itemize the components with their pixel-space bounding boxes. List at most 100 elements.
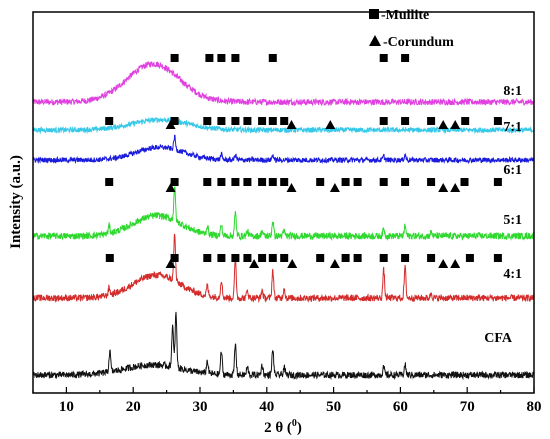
corundum-marker (165, 183, 176, 192)
mullite-marker (203, 178, 212, 186)
mullite-marker (401, 254, 410, 262)
legend-triangle-icon (369, 35, 381, 46)
mullite-marker (353, 254, 362, 262)
mullite-marker (105, 117, 114, 125)
series-line-4 (32, 233, 535, 304)
mullite-marker (231, 254, 240, 262)
corundum-marker (438, 259, 449, 268)
corundum-marker (438, 120, 449, 129)
corundum-marker (165, 259, 176, 268)
corundum-marker (286, 183, 297, 192)
mullite-marker (231, 178, 240, 186)
x-tick-label: 40 (259, 399, 274, 415)
series-layer (32, 61, 535, 381)
mullite-marker (379, 117, 388, 125)
label-layer: 8:1 7:1 6:1 5:1 4:1 CFA (484, 84, 522, 346)
mullite-marker (401, 117, 410, 125)
mullite-marker (243, 178, 252, 186)
series-label-2: 6:1 (503, 163, 522, 178)
corundum-marker (325, 120, 336, 129)
x-axis-title-unit: 0 (292, 418, 297, 429)
mullite-marker (105, 178, 114, 186)
mullite-marker (493, 254, 502, 262)
mullite-marker (203, 254, 212, 262)
legend-corundum-label: -Corundum (383, 35, 454, 50)
series-line-1 (32, 116, 535, 135)
series-line-5 (32, 311, 535, 381)
mullite-marker (231, 54, 240, 62)
mullite-marker (427, 254, 436, 262)
mullite-marker (170, 178, 179, 186)
mullite-marker (268, 254, 277, 262)
series-label-0: 8:1 (503, 84, 522, 99)
mullite-marker (231, 117, 240, 125)
mullite-marker (493, 117, 502, 125)
mullite-marker (203, 117, 212, 125)
mullite-marker (243, 117, 252, 125)
series-line-2 (32, 134, 535, 165)
corundum-marker (165, 120, 176, 129)
mullite-marker (280, 178, 289, 186)
series-line-3 (32, 186, 535, 241)
corundum-marker (438, 183, 449, 192)
axis-layer: 10 20 30 40 50 60 70 80 (32, 387, 542, 415)
corundum-marker (249, 259, 260, 268)
mullite-marker (258, 117, 267, 125)
mullite-marker (217, 54, 226, 62)
mullite-marker (461, 117, 470, 125)
marker-layer (105, 54, 502, 268)
mullite-marker (465, 254, 474, 262)
plot-frame (32, 11, 535, 394)
mullite-marker (243, 254, 252, 262)
mullite-marker (427, 178, 436, 186)
mullite-marker (427, 117, 436, 125)
mullite-marker (280, 254, 289, 262)
x-tick-label: 80 (527, 399, 542, 415)
x-tick-label: 30 (193, 399, 208, 415)
mullite-marker (353, 178, 362, 186)
mullite-marker (217, 254, 226, 262)
x-tick-label: 60 (393, 399, 408, 415)
corundum-marker (287, 259, 298, 268)
x-axis-title-close: ) (297, 420, 302, 436)
x-axis-title-main: 2 θ ( (264, 420, 292, 436)
x-tick-label: 50 (326, 399, 341, 415)
mullite-marker (280, 117, 289, 125)
mullite-marker (258, 254, 267, 262)
corundum-marker (450, 183, 461, 192)
mullite-marker (105, 254, 114, 262)
mullite-marker (170, 254, 179, 262)
series-label-5: CFA (484, 331, 513, 346)
mullite-marker (379, 254, 388, 262)
legend-mullite-label: -Mullite (381, 8, 429, 23)
mullite-marker (258, 178, 267, 186)
corundum-marker (450, 259, 461, 268)
mullite-marker (493, 178, 502, 186)
legend-square-icon (369, 9, 379, 19)
mullite-marker (401, 178, 410, 186)
mullite-marker (268, 54, 277, 62)
x-axis-title: 2 θ (0) (264, 418, 302, 436)
mullite-marker (316, 254, 325, 262)
series-label-4: 4:1 (503, 267, 522, 282)
corundum-marker (450, 120, 461, 129)
mullite-marker (217, 117, 226, 125)
mullite-marker (341, 178, 350, 186)
y-axis-title: Intensity (a.u.) (8, 155, 24, 249)
series-line-0 (32, 61, 535, 107)
mullite-marker (205, 54, 214, 62)
corundum-marker (286, 120, 297, 129)
mullite-marker (379, 54, 388, 62)
mullite-marker (316, 178, 325, 186)
legend: -Mullite -Corundum (369, 8, 454, 50)
mullite-marker (170, 117, 179, 125)
mullite-marker (268, 117, 277, 125)
mullite-marker (170, 54, 179, 62)
x-tick-label: 10 (59, 399, 74, 415)
mullite-marker (379, 178, 388, 186)
corundum-marker (329, 183, 340, 192)
series-label-1: 7:1 (503, 120, 522, 135)
x-tick-label: 70 (460, 399, 475, 415)
mullite-marker (217, 178, 226, 186)
